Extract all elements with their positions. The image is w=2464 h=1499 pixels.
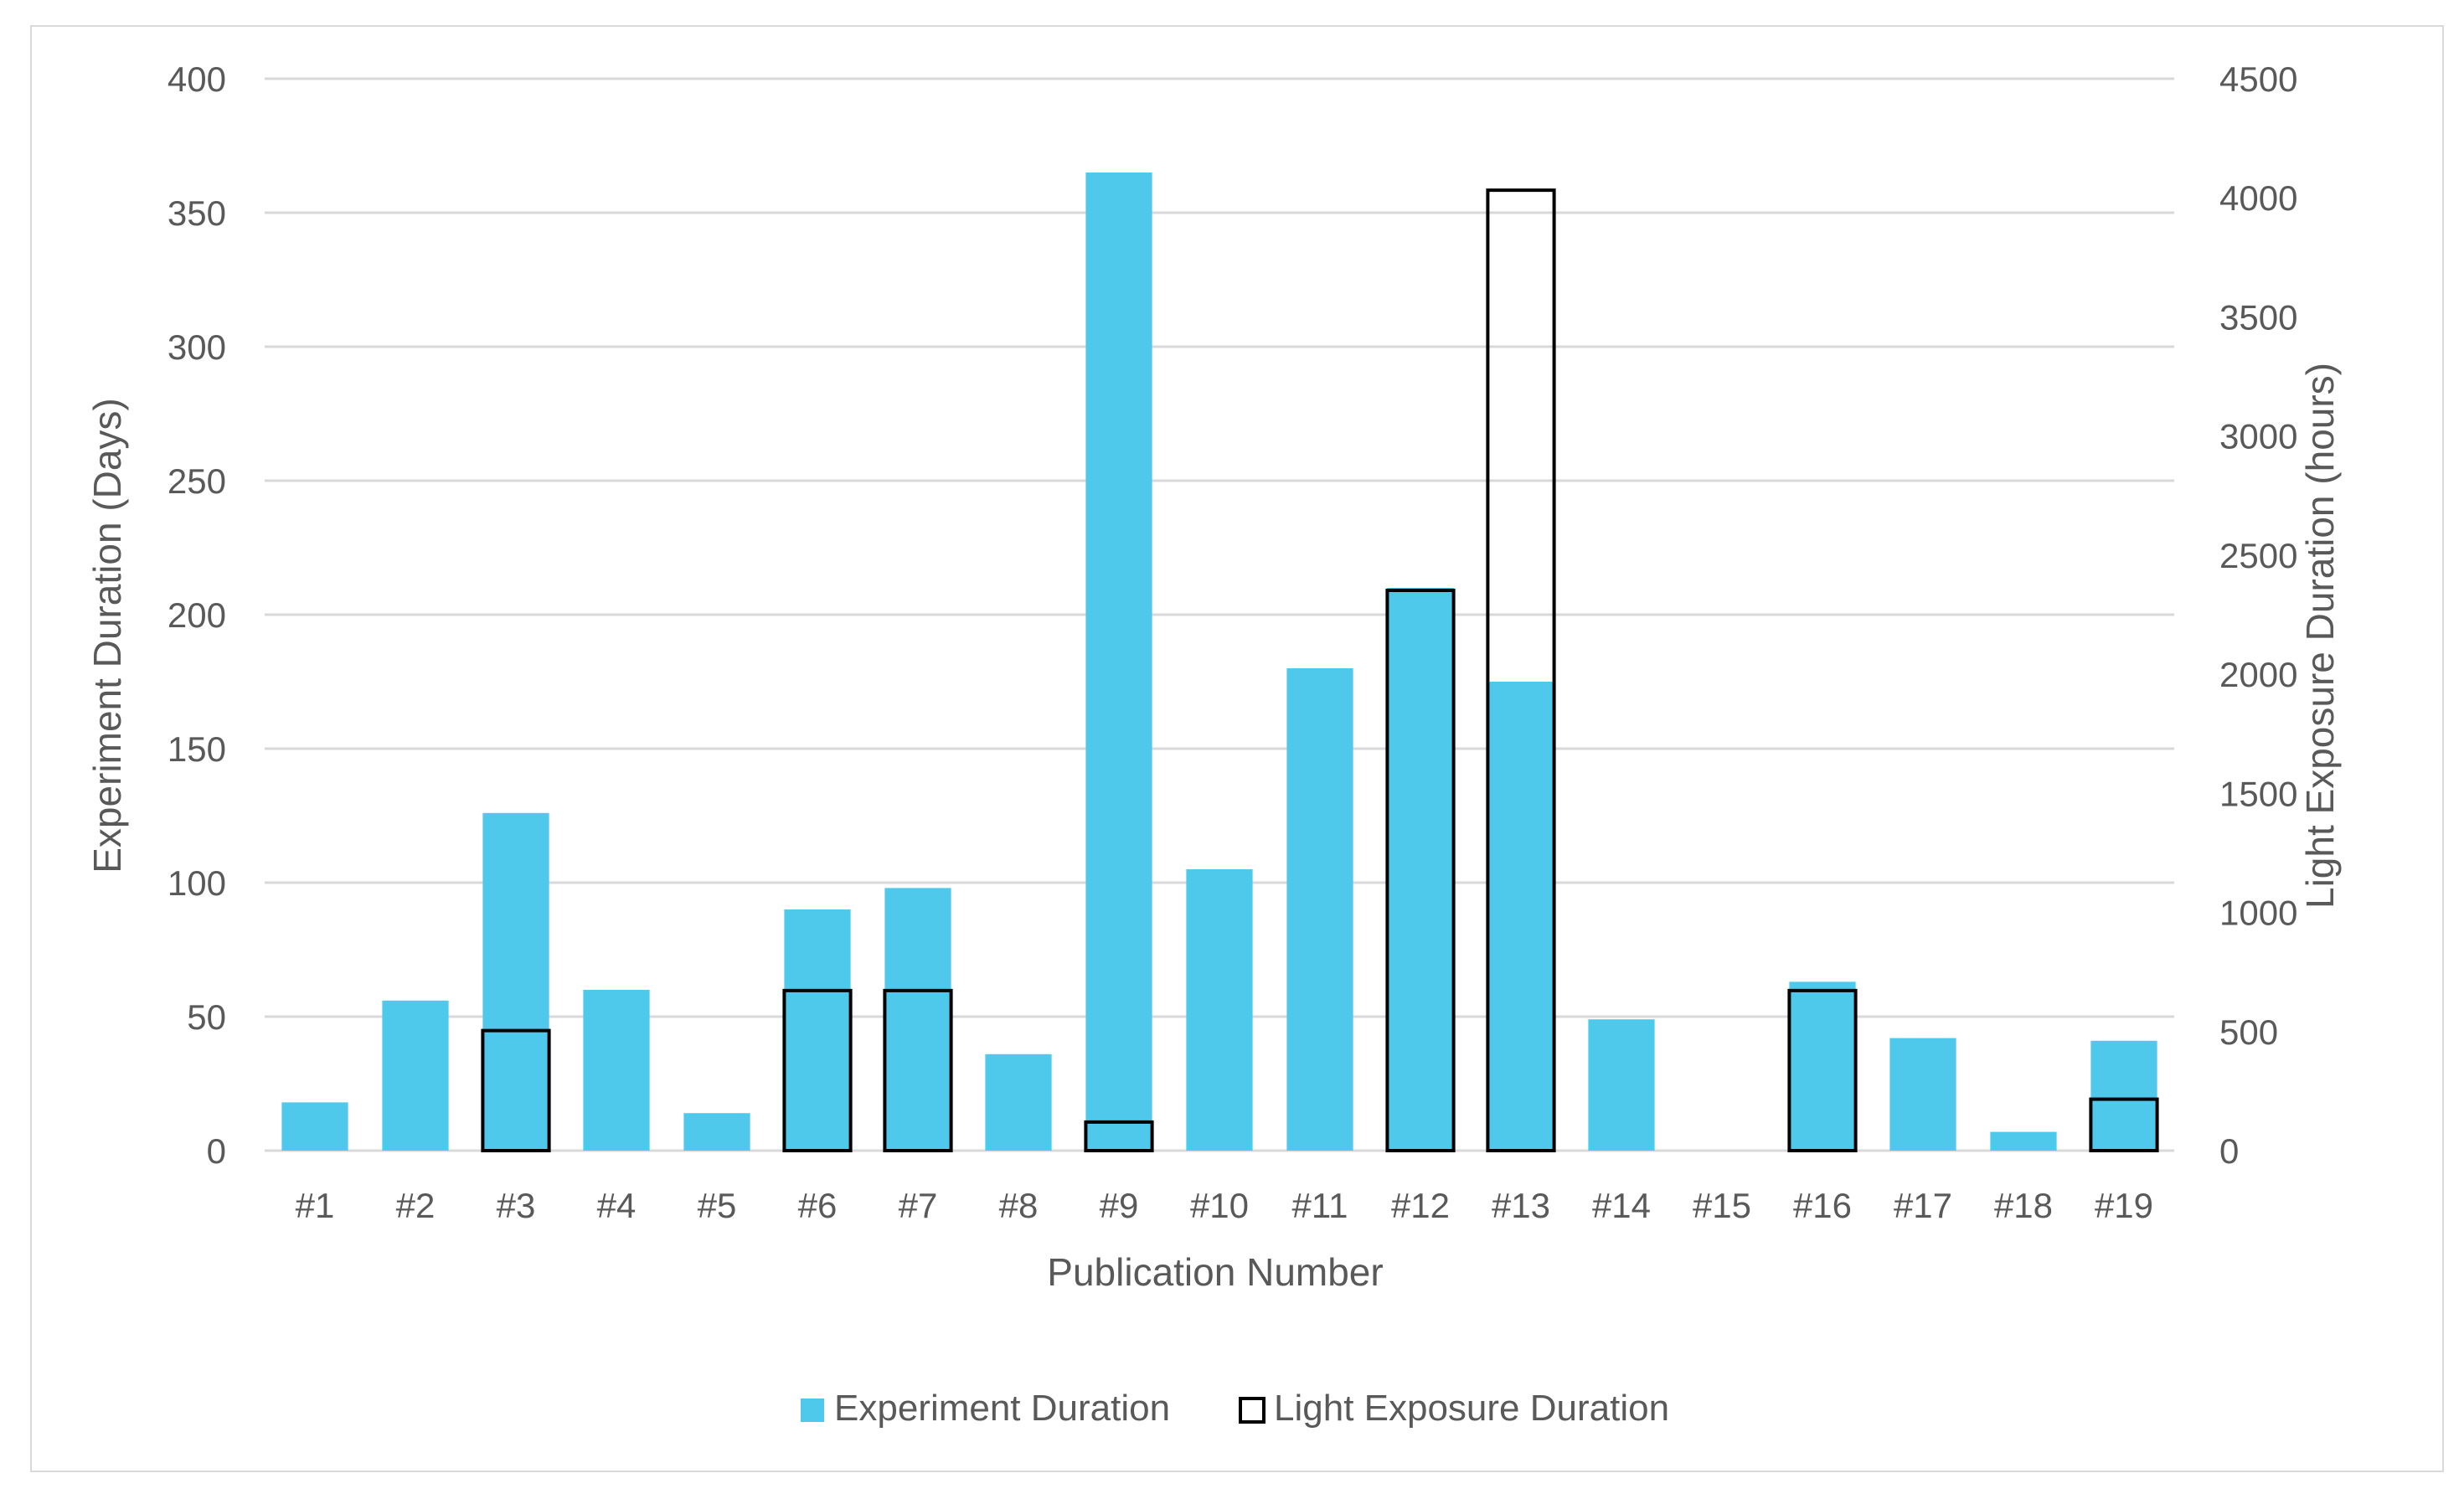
y2-tick-label: 0 bbox=[2219, 1131, 2239, 1171]
bar-light-19 bbox=[2089, 1097, 2159, 1153]
bar-experiment-18 bbox=[1990, 1131, 2057, 1151]
y2-tick-label: 4500 bbox=[2219, 59, 2297, 99]
x-tick-label: #10 bbox=[1190, 1186, 1249, 1225]
bar-experiment-10 bbox=[1186, 869, 1253, 1151]
bar-experiment-17 bbox=[1889, 1038, 1956, 1151]
bar-experiment-19 bbox=[2090, 1040, 2157, 1151]
y2-tick-label: 3000 bbox=[2219, 417, 2297, 456]
bar-light-7 bbox=[883, 988, 953, 1153]
x-tick-label: #1 bbox=[296, 1186, 335, 1225]
bar-experiment-13 bbox=[1487, 682, 1554, 1151]
bar-experiment-11 bbox=[1286, 668, 1353, 1151]
x-tick-label: #2 bbox=[396, 1186, 436, 1225]
legend: Experiment Duration Light Exposure Durat… bbox=[801, 1388, 1669, 1429]
bar-experiment-3 bbox=[482, 812, 549, 1151]
legend-swatch-light-exposure bbox=[1239, 1397, 1266, 1424]
x-axis-title: Publication Number bbox=[1047, 1250, 1383, 1294]
bar-experiment-1 bbox=[281, 1102, 348, 1151]
light-exposure-bars bbox=[481, 188, 2159, 1153]
bar-light-13 bbox=[1486, 188, 1556, 1152]
x-tick-label: #17 bbox=[1894, 1186, 1952, 1225]
bar-experiment-16 bbox=[1789, 981, 1856, 1151]
y2-tick-label: 3500 bbox=[2219, 297, 2297, 337]
bar-light-6 bbox=[782, 988, 853, 1153]
chart: 0 50 100 150 200 250 300 350 400 0 500 1000 1500 200… bbox=[85, 59, 2342, 1429]
y2-tick-label: 4000 bbox=[2219, 178, 2297, 218]
y-tick-label: 250 bbox=[168, 461, 226, 501]
bar-experiment-14 bbox=[1588, 1019, 1655, 1151]
y-tick-label: 150 bbox=[168, 729, 226, 769]
x-tick-label: #16 bbox=[1793, 1186, 1852, 1225]
chart-frame: 0 50 100 150 200 250 300 350 400 0 500 1000 1500 200… bbox=[30, 25, 2444, 1472]
bar-experiment-7 bbox=[884, 888, 951, 1151]
x-tick-label: #15 bbox=[1693, 1186, 1751, 1225]
legend-label-experiment: Experiment Duration bbox=[834, 1388, 1170, 1429]
gridlines bbox=[265, 77, 2174, 1152]
x-tick-label: #6 bbox=[798, 1186, 838, 1225]
x-tick-label: #7 bbox=[899, 1186, 938, 1225]
y-tick-label: 100 bbox=[168, 863, 226, 903]
x-tick-label: #11 bbox=[1292, 1186, 1348, 1225]
y-tick-label: 200 bbox=[168, 595, 226, 635]
bars bbox=[281, 173, 2157, 1151]
x-tick-label: #3 bbox=[497, 1186, 536, 1225]
bar-light-12 bbox=[1385, 588, 1456, 1152]
x-tick-label: #8 bbox=[999, 1186, 1039, 1225]
y-tick-label: 400 bbox=[168, 59, 226, 99]
y-axis-title: Experiment Duration (Days) bbox=[85, 398, 129, 873]
bar-light-16 bbox=[1787, 988, 1858, 1153]
y2-tick-label: 2000 bbox=[2219, 655, 2297, 694]
right-axis-ticks: 0 500 1000 1500 2000 2500 3000 3500 4000 4500 bbox=[2219, 59, 2297, 1171]
x-tick-label: #4 bbox=[597, 1186, 637, 1225]
x-tick-label: #18 bbox=[1994, 1186, 2053, 1225]
bar-experiment-4 bbox=[583, 990, 650, 1151]
y-tick-label: 300 bbox=[168, 327, 226, 367]
y-tick-label: 0 bbox=[207, 1131, 226, 1171]
x-tick-label: #14 bbox=[1592, 1186, 1651, 1225]
bar-light-3 bbox=[481, 1028, 551, 1153]
x-tick-label: #9 bbox=[1100, 1186, 1139, 1225]
y2-tick-label: 1500 bbox=[2219, 774, 2297, 813]
y-tick-label: 50 bbox=[187, 997, 226, 1037]
legend-swatch-experiment bbox=[801, 1399, 824, 1422]
x-tick-label: #12 bbox=[1391, 1186, 1450, 1225]
left-axis-ticks: 0 50 100 150 200 250 300 350 400 bbox=[168, 59, 226, 1171]
bar-experiment-12 bbox=[1387, 588, 1454, 1151]
y2-tick-label: 2500 bbox=[2219, 536, 2297, 575]
x-tick-label: #13 bbox=[1492, 1186, 1550, 1225]
bar-experiment-6 bbox=[784, 909, 851, 1151]
legend-label-light-exposure: Light Exposure Duration bbox=[1274, 1388, 1669, 1429]
x-tick-label: #19 bbox=[2095, 1186, 2153, 1225]
x-axis-ticks: #1 #2 #3 #4 #5 #6 #7 #8 #9 #10 #11 #12 #13 #14 #15 #16 #… bbox=[296, 1186, 2153, 1225]
y2-axis-title: Light Exposure Duration (hours) bbox=[2298, 363, 2342, 909]
y2-tick-label: 500 bbox=[2219, 1012, 2278, 1052]
x-tick-label: #5 bbox=[698, 1186, 737, 1225]
y2-tick-label: 1000 bbox=[2219, 894, 2297, 933]
bar-experiment-5 bbox=[683, 1113, 750, 1151]
y-tick-label: 350 bbox=[168, 193, 226, 233]
bar-experiment-9 bbox=[1085, 173, 1152, 1151]
bar-experiment-8 bbox=[985, 1053, 1052, 1151]
bar-experiment-2 bbox=[382, 1000, 449, 1151]
bar-light-9 bbox=[1084, 1120, 1154, 1153]
